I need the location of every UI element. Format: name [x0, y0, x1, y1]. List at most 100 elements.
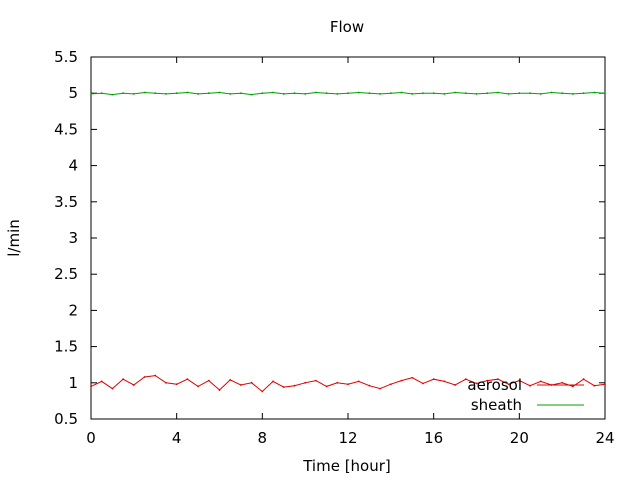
data-point-sheath	[272, 91, 274, 94]
data-point-aerosol	[261, 390, 264, 393]
y-tick-label: 5	[68, 84, 78, 102]
data-point-sheath	[186, 91, 189, 94]
data-point-aerosol	[379, 387, 382, 390]
x-axis-label: Time [hour]	[302, 457, 391, 475]
data-point-sheath	[165, 93, 167, 95]
x-tick-label: 20	[510, 429, 529, 447]
data-point-sheath	[475, 93, 478, 95]
x-tick-label: 0	[86, 429, 96, 447]
data-point-aerosol	[100, 380, 103, 383]
data-point-aerosol	[475, 382, 478, 385]
y-tick-label: 4.5	[54, 120, 78, 138]
data-point-sheath	[411, 93, 414, 95]
data-point-aerosol	[422, 382, 424, 385]
data-point-sheath	[571, 93, 574, 95]
data-point-aerosol	[389, 383, 392, 386]
data-point-aerosol	[250, 381, 253, 384]
data-point-sheath	[218, 91, 221, 94]
y-tick-label: 3	[68, 229, 78, 247]
data-point-sheath	[518, 92, 521, 95]
data-point-sheath	[143, 91, 146, 94]
data-point-aerosol	[143, 376, 146, 378]
data-point-aerosol	[411, 376, 414, 379]
data-point-sheath	[550, 91, 553, 94]
y-tick-label: 1	[68, 374, 78, 392]
data-point-aerosol	[304, 381, 307, 384]
data-point-sheath	[454, 91, 456, 94]
data-point-sheath	[357, 91, 360, 94]
x-tick-label: 8	[258, 429, 268, 447]
data-point-sheath	[336, 93, 339, 95]
data-point-aerosol	[272, 380, 274, 383]
data-point-aerosol	[593, 384, 596, 387]
data-point-aerosol	[207, 379, 210, 382]
data-point-aerosol	[443, 380, 446, 383]
data-point-aerosol	[154, 374, 157, 377]
data-point-aerosol	[293, 384, 296, 387]
data-point-sheath	[389, 92, 392, 95]
data-point-sheath	[90, 93, 92, 95]
data-point-sheath	[293, 92, 296, 95]
data-point-sheath	[561, 92, 564, 95]
data-point-aerosol	[186, 378, 189, 381]
series-layer	[90, 91, 606, 393]
data-point-sheath	[250, 93, 253, 96]
data-point-sheath	[379, 93, 382, 95]
x-tick-label: 24	[595, 429, 614, 447]
data-point-sheath	[443, 93, 446, 95]
data-point-aerosol	[368, 384, 371, 387]
data-point-aerosol	[347, 383, 349, 386]
plot-frame	[90, 56, 606, 420]
x-tick-label: 4	[172, 429, 182, 447]
data-point-aerosol	[486, 379, 489, 382]
data-point-aerosol	[454, 384, 456, 386]
data-point-aerosol	[357, 380, 360, 383]
data-point-sheath	[207, 92, 210, 95]
data-point-aerosol	[90, 385, 92, 388]
data-point-sheath	[240, 92, 242, 95]
data-point-aerosol	[432, 378, 435, 381]
data-point-sheath	[229, 93, 232, 95]
data-point-aerosol	[336, 381, 339, 384]
data-point-sheath	[497, 91, 499, 94]
data-point-aerosol	[218, 389, 221, 391]
data-point-aerosol	[197, 385, 199, 388]
data-point-aerosol	[571, 385, 574, 388]
y-tick-label: 1.5	[54, 338, 78, 356]
data-point-aerosol	[518, 379, 521, 382]
chart-title: Flow	[330, 18, 364, 36]
legend-label-sheath: sheath	[471, 396, 522, 414]
data-point-aerosol	[325, 385, 328, 388]
x-tick-label: 16	[424, 429, 443, 447]
data-point-aerosol	[464, 378, 467, 381]
data-point-sheath	[100, 92, 103, 95]
data-point-aerosol	[314, 379, 317, 382]
data-point-aerosol	[604, 383, 606, 386]
data-point-aerosol	[175, 383, 178, 386]
data-point-sheath	[175, 92, 178, 95]
data-point-sheath	[197, 93, 199, 95]
y-tick-label: 2.5	[54, 265, 78, 283]
data-point-aerosol	[229, 379, 232, 381]
y-axis: 0.5 1 1.5 2 2.5 3 3.5 4 4.5 5 5.5	[54, 48, 605, 428]
data-point-sheath	[304, 93, 307, 95]
data-point-aerosol	[539, 380, 542, 383]
data-point-sheath	[314, 91, 317, 94]
data-point-aerosol	[282, 386, 285, 389]
data-point-aerosol	[507, 383, 510, 386]
data-point-sheath	[132, 93, 135, 95]
data-point-sheath	[282, 93, 285, 95]
y-axis-label: l/min	[5, 219, 23, 257]
data-point-sheath	[432, 92, 435, 95]
data-point-sheath	[347, 92, 349, 95]
data-point-sheath	[325, 92, 328, 95]
x-axis: 0 4 8 12 16 20 24	[86, 57, 615, 447]
data-point-sheath	[529, 92, 531, 95]
data-point-aerosol	[582, 378, 585, 381]
y-tick-label: 3.5	[54, 193, 78, 211]
data-point-sheath	[486, 92, 489, 95]
data-point-aerosol	[122, 378, 125, 381]
data-point-sheath	[154, 92, 157, 95]
data-point-sheath	[422, 92, 424, 95]
